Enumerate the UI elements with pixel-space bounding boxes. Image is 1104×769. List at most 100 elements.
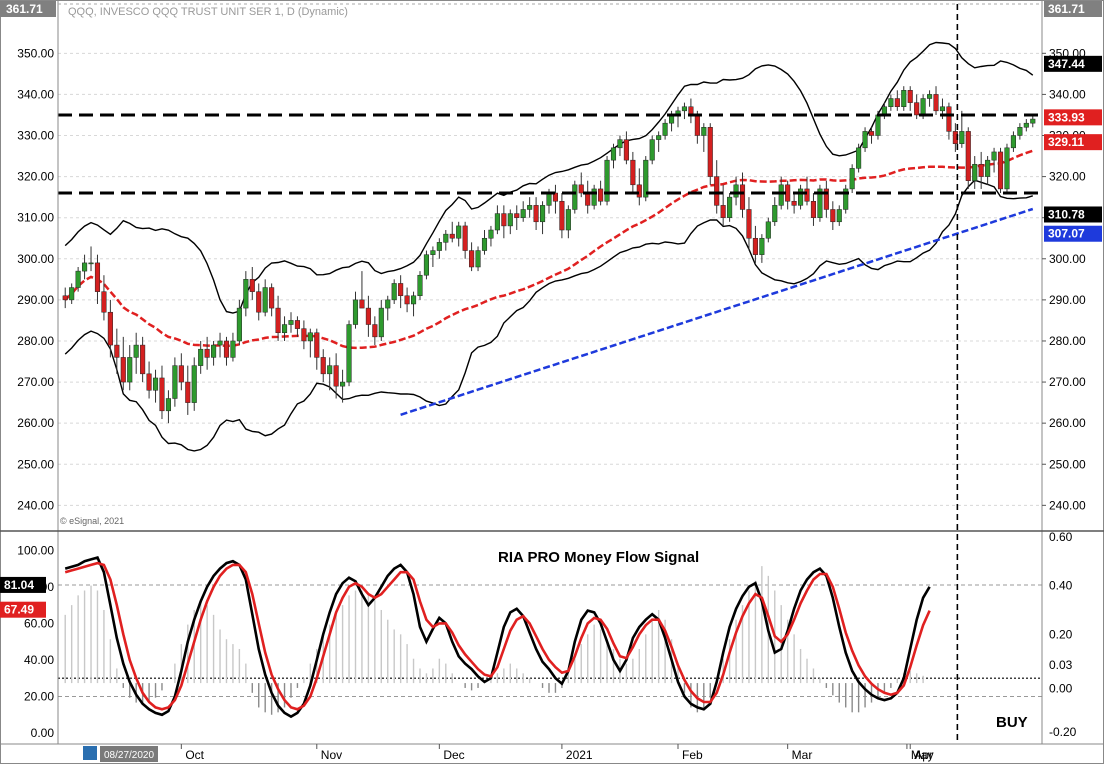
candle-body bbox=[894, 98, 900, 107]
candle-body bbox=[1004, 147, 1010, 190]
candle bbox=[501, 205, 507, 239]
candle bbox=[533, 197, 539, 231]
candle bbox=[856, 143, 862, 173]
candle-body bbox=[617, 139, 623, 149]
candle bbox=[236, 299, 242, 346]
candle bbox=[456, 221, 462, 247]
candle-body bbox=[978, 164, 984, 177]
candle bbox=[701, 123, 707, 152]
candle-body bbox=[862, 131, 868, 149]
candle-body bbox=[391, 283, 397, 301]
month-label: Apr bbox=[914, 748, 933, 762]
candle bbox=[140, 336, 146, 383]
candle bbox=[598, 180, 604, 206]
candle-body bbox=[275, 307, 281, 333]
candle-body bbox=[785, 184, 791, 202]
candle bbox=[868, 127, 875, 144]
candle bbox=[69, 283, 75, 304]
indicator-tick-label-right: 0.60 bbox=[1049, 530, 1073, 544]
candle-body bbox=[114, 344, 120, 358]
candle bbox=[927, 90, 933, 107]
indicator-tick-label-right: 0.03 bbox=[1049, 658, 1073, 672]
candle bbox=[82, 254, 88, 280]
candle-body bbox=[223, 340, 230, 358]
candles bbox=[62, 86, 1036, 424]
candle-body bbox=[649, 139, 655, 161]
candle-body bbox=[378, 307, 384, 338]
candle bbox=[494, 205, 500, 235]
candle bbox=[978, 151, 984, 189]
candle-body bbox=[69, 287, 75, 301]
candle-body bbox=[752, 237, 758, 255]
candle-body bbox=[875, 114, 881, 136]
candle bbox=[352, 291, 359, 329]
price-badge bbox=[1044, 134, 1102, 151]
candle-body bbox=[778, 184, 784, 206]
candle bbox=[746, 197, 752, 251]
candle bbox=[172, 357, 178, 407]
candle bbox=[243, 271, 249, 317]
candle bbox=[514, 205, 520, 231]
price-badge bbox=[1044, 1, 1102, 17]
candle-body bbox=[662, 122, 668, 136]
candle-body bbox=[256, 291, 262, 313]
candle-body bbox=[462, 225, 468, 251]
candle-body bbox=[430, 250, 436, 255]
candle bbox=[204, 336, 210, 370]
candle bbox=[436, 238, 442, 259]
candle bbox=[101, 275, 107, 321]
candle-body bbox=[920, 98, 926, 116]
candle-body bbox=[423, 254, 429, 276]
candle-body bbox=[159, 377, 165, 412]
candle bbox=[565, 205, 571, 239]
calendar-icon[interactable] bbox=[83, 746, 97, 760]
candle-body bbox=[475, 250, 481, 268]
candle-body bbox=[1017, 127, 1023, 136]
price-badge-text: 329.11 bbox=[1048, 135, 1084, 149]
candle-body bbox=[772, 205, 778, 223]
candle-body bbox=[765, 221, 771, 239]
month-label: Mar bbox=[792, 748, 813, 762]
candle-body bbox=[572, 184, 578, 210]
candle bbox=[127, 345, 133, 391]
candle bbox=[720, 184, 726, 226]
candle bbox=[488, 225, 494, 247]
candle bbox=[185, 365, 191, 415]
candle-body bbox=[178, 365, 184, 383]
candle bbox=[269, 283, 275, 317]
price-tick-label-right: 270.00 bbox=[1049, 375, 1086, 389]
candle bbox=[288, 312, 294, 333]
candle-body bbox=[107, 311, 113, 346]
candle bbox=[727, 193, 733, 222]
candle-body bbox=[927, 94, 933, 99]
candle bbox=[752, 225, 758, 263]
candle bbox=[423, 250, 429, 280]
indicator-tick-label-left: 60.00 bbox=[24, 616, 54, 630]
price-tick-label-left: 300.00 bbox=[17, 252, 54, 266]
candle bbox=[985, 156, 991, 185]
candle bbox=[946, 102, 952, 140]
candle-body bbox=[236, 307, 242, 342]
price-tick-label-left: 250.00 bbox=[17, 457, 54, 471]
price-tick-label-left: 270.00 bbox=[17, 375, 54, 389]
candle-body bbox=[333, 365, 339, 387]
candle-body bbox=[939, 106, 946, 112]
candle-body bbox=[527, 205, 533, 210]
candle-body bbox=[591, 188, 597, 206]
candle-body bbox=[791, 201, 797, 206]
candle-body bbox=[914, 102, 920, 116]
candle-body bbox=[204, 348, 210, 358]
candle-body bbox=[559, 201, 565, 231]
candle bbox=[630, 151, 636, 194]
buy-signal-label: BUY bbox=[996, 714, 1028, 731]
price-tick-label-left: 330.00 bbox=[17, 129, 54, 143]
candle bbox=[443, 230, 449, 251]
candle-body bbox=[985, 159, 991, 177]
candle-body bbox=[320, 357, 326, 375]
candle bbox=[359, 271, 365, 309]
lower-band-line bbox=[64, 179, 1034, 452]
candle-body bbox=[843, 188, 849, 210]
candle bbox=[378, 299, 384, 341]
price-tick-label-right: 260.00 bbox=[1049, 416, 1086, 430]
